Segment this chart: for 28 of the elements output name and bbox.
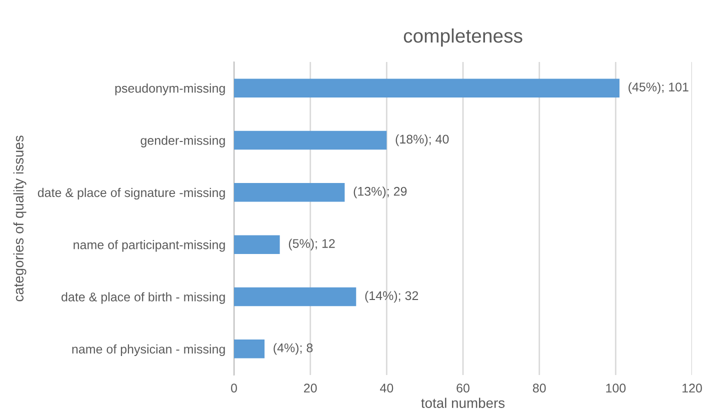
x-tick-label: 120 [682,384,702,393]
y-tick-label: date & place of signature -missing [38,188,225,200]
y-tick-label: name of participant-missing [74,240,225,252]
bar [234,340,265,358]
data-label: (4%); 8 [274,343,313,355]
bar [234,130,387,150]
x-tick-label: 20 [304,384,317,393]
y-tick-label: gender-missing [140,136,225,148]
bar [234,287,356,306]
bar [234,183,345,202]
y-axis-title: categories of quality issues [13,136,26,302]
y-tick-label: name of physician - missing [72,344,225,356]
data-label: (18%); 40 [396,134,449,146]
x-axis-title: total numbers [421,398,505,408]
data-label: (14%); 32 [365,290,418,303]
x-tick-label: 40 [380,384,394,393]
chart-title: completeness [404,28,522,47]
bar [234,235,280,254]
y-tick-label: date & place of birth - missing [62,292,225,304]
data-label: (5%); 12 [288,238,335,250]
y-tick-label: pseudonym-missing [115,84,225,96]
data-label: (45%); 101 [628,82,688,94]
x-tick-label: 100 [606,384,626,393]
x-tick-label: 80 [532,384,546,393]
bar [234,78,620,98]
data-label: (13%); 29 [354,186,407,198]
x-tick-label: 60 [456,384,470,393]
x-tick-label: 0 [231,384,237,393]
